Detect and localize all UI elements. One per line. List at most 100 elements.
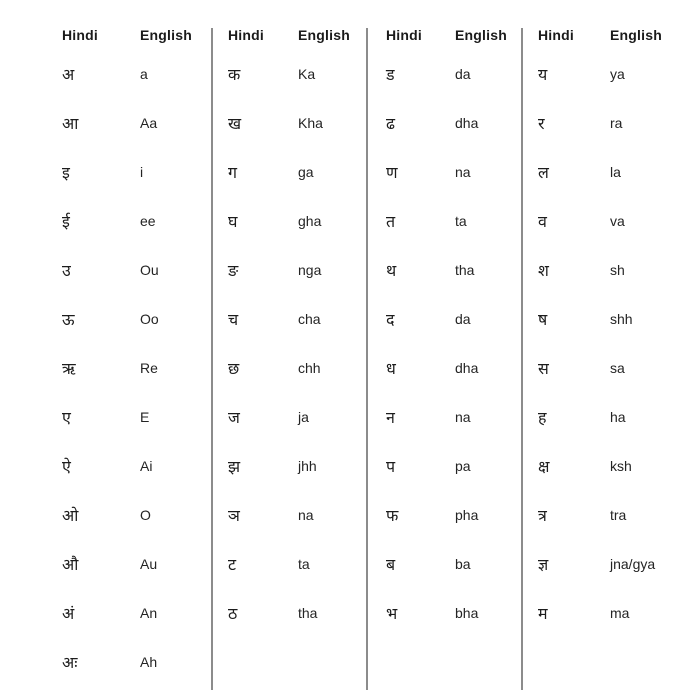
english-transliteration: An — [140, 604, 158, 621]
hindi-letter: ड — [386, 66, 395, 84]
table-row: प pa — [386, 441, 507, 490]
table-row: र ra — [538, 98, 662, 147]
hindi-letter: स — [538, 360, 549, 378]
hindi-letter: आ — [62, 115, 79, 133]
hindi-letter: ञ — [228, 507, 240, 525]
table-row: च cha — [228, 294, 350, 343]
hindi-letter: फ — [386, 507, 399, 525]
english-transliteration: bha — [455, 604, 479, 621]
english-column-header: English — [455, 26, 507, 43]
table-row: उ Ou — [62, 245, 192, 294]
hindi-letter: द — [386, 311, 395, 329]
hindi-letter: ओ — [62, 507, 79, 525]
column-consonants-ya: Hindi English य ya र ra ल la व va श sh ष shh स sa ह ha क्ष… — [538, 20, 662, 637]
table-row: अं An — [62, 588, 192, 637]
hindi-letter: ग — [228, 164, 238, 182]
table-row: ऊ Oo — [62, 294, 192, 343]
english-transliteration: cha — [298, 310, 321, 327]
hindi-letter: थ — [386, 262, 397, 280]
english-transliteration: Ah — [140, 653, 158, 670]
hindi-letter: ज्ञ — [538, 556, 549, 574]
table-row: ज ja — [228, 392, 350, 441]
english-transliteration: sh — [610, 261, 625, 278]
table-row: ऐ Ai — [62, 441, 192, 490]
english-transliteration: dha — [455, 114, 479, 131]
column-divider — [366, 28, 368, 690]
column-vowels: Hindi English अ a आ Aa इ i ई ee उ Ou ऊ Oo ऋ Re ए E ऐ Ai ओ O औ A… — [62, 20, 192, 686]
hindi-letter: र — [538, 115, 545, 133]
table-row: स sa — [538, 343, 662, 392]
english-transliteration: tra — [610, 506, 627, 523]
table-row: ख Kha — [228, 98, 350, 147]
english-transliteration: E — [140, 408, 150, 425]
hindi-letter: न — [386, 409, 395, 427]
hindi-letter: क्ष — [538, 458, 550, 476]
table-row: ब ba — [386, 539, 507, 588]
hindi-letter: ई — [62, 213, 70, 231]
hindi-letter: औ — [62, 556, 79, 574]
column-consonants-ka: Hindi English क Ka ख Kha ग ga घ gha ङ nga च cha छ chh ज j… — [228, 20, 350, 637]
column-header-row: Hindi English — [386, 20, 507, 49]
english-transliteration: Oo — [140, 310, 159, 327]
table-row: झ jhh — [228, 441, 350, 490]
english-transliteration: dha — [455, 359, 479, 376]
hindi-letter: च — [228, 311, 239, 329]
english-transliteration: ga — [298, 163, 314, 180]
hindi-letter: म — [538, 605, 548, 623]
english-transliteration: na — [455, 408, 471, 425]
english-transliteration: ee — [140, 212, 156, 229]
english-transliteration: nga — [298, 261, 322, 278]
table-row: क Ka — [228, 49, 350, 98]
english-transliteration: ha — [610, 408, 626, 425]
table-row: ग ga — [228, 147, 350, 196]
column-divider — [521, 28, 523, 690]
english-transliteration: a — [140, 65, 148, 82]
table-row: ह ha — [538, 392, 662, 441]
english-transliteration: Ou — [140, 261, 159, 278]
table-row: द da — [386, 294, 507, 343]
hindi-letter: ए — [62, 409, 71, 427]
english-transliteration: Au — [140, 555, 158, 572]
hindi-column-header: Hindi — [228, 26, 264, 43]
hindi-letter: ढ — [386, 115, 396, 133]
hindi-letter: भ — [386, 605, 398, 623]
hindi-letter: क — [228, 66, 241, 84]
table-row: ल la — [538, 147, 662, 196]
hindi-column-header: Hindi — [386, 26, 422, 43]
english-transliteration: gha — [298, 212, 322, 229]
english-column-header: English — [298, 26, 350, 43]
hindi-letter: अ — [62, 66, 75, 84]
english-transliteration: shh — [610, 310, 633, 327]
hindi-letter: अं — [62, 605, 75, 623]
english-column-header: English — [140, 26, 192, 43]
english-transliteration: va — [610, 212, 625, 229]
english-transliteration: O — [140, 506, 151, 523]
english-transliteration: ba — [455, 555, 471, 572]
english-transliteration: Kha — [298, 114, 323, 131]
hindi-column-header: Hindi — [62, 26, 98, 43]
hindi-letter: उ — [62, 262, 71, 280]
english-transliteration: Re — [140, 359, 158, 376]
hindi-letter: त्र — [538, 507, 547, 525]
hindi-letter: ट — [228, 556, 237, 574]
english-transliteration: jhh — [298, 457, 317, 474]
english-transliteration: ra — [610, 114, 623, 131]
table-row: औ Au — [62, 539, 192, 588]
hindi-letter: त — [386, 213, 396, 231]
english-transliteration: i — [140, 163, 144, 180]
column-header-row: Hindi English — [538, 20, 662, 49]
english-transliteration: la — [610, 163, 621, 180]
english-transliteration: ksh — [610, 457, 632, 474]
table-row: ठ tha — [228, 588, 350, 637]
english-transliteration: ta — [298, 555, 310, 572]
table-row: भ bha — [386, 588, 507, 637]
hindi-letter: ध — [386, 360, 396, 378]
english-transliteration: Ai — [140, 457, 153, 474]
hindi-letter: ऋ — [62, 360, 76, 378]
table-row: न na — [386, 392, 507, 441]
hindi-letter: प — [386, 458, 396, 476]
column-divider — [211, 28, 213, 690]
